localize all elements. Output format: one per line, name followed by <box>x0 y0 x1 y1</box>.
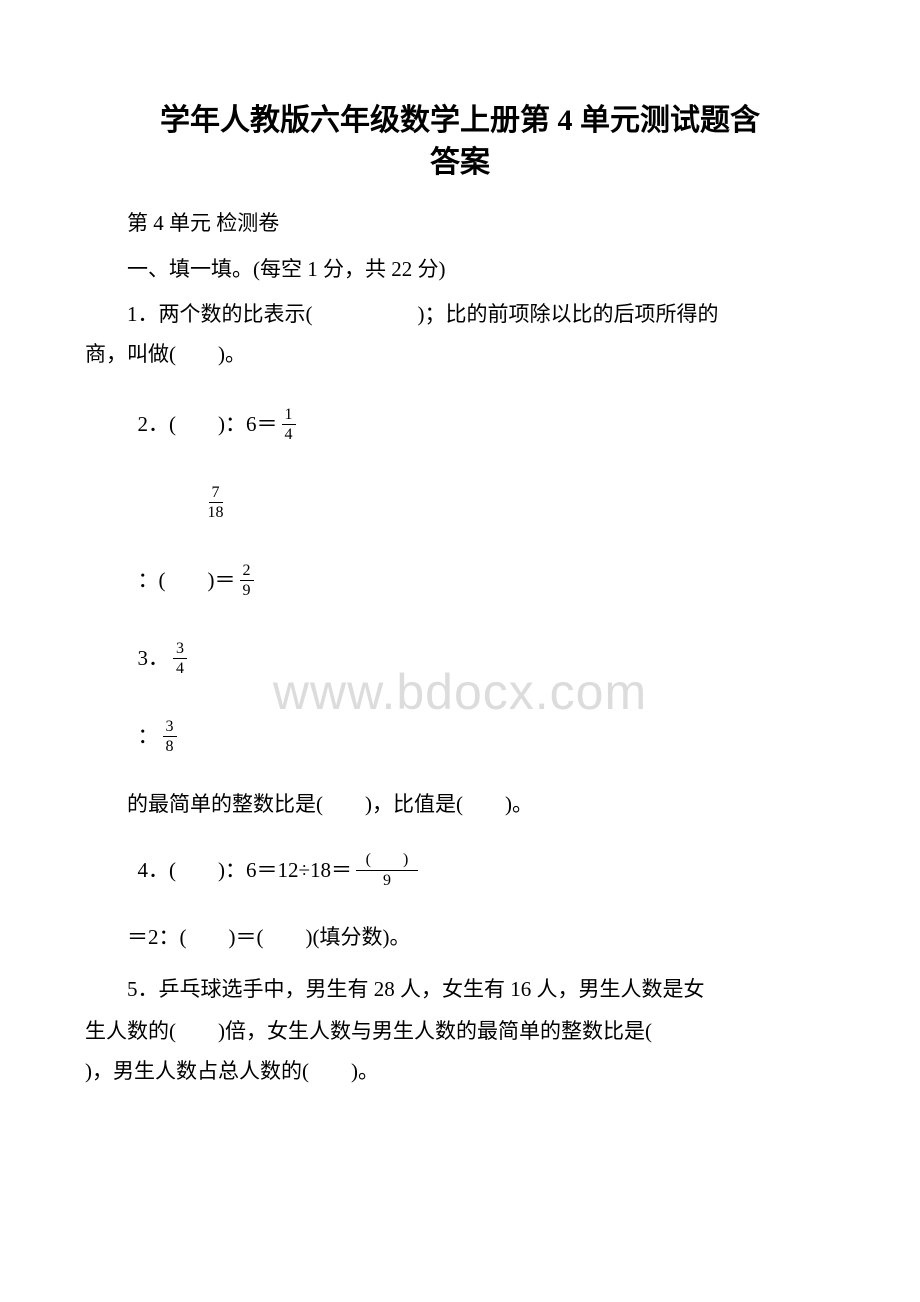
document-content: 学年人教版六年级数学上册第 4 单元测试题含 答案 第 4 单元 检测卷 一、填… <box>85 100 835 1089</box>
fraction-denominator: 9 <box>240 581 254 600</box>
document-title: 学年人教版六年级数学上册第 4 单元测试题含 答案 <box>85 100 835 184</box>
fraction-denominator: 4 <box>173 659 187 678</box>
fraction-denominator: 9 <box>356 871 418 890</box>
fraction-numerator: 1 <box>282 406 296 426</box>
fraction-numerator: 2 <box>240 562 254 582</box>
question-5-line-2: 生人数的( )倍，女生人数与男生人数的最简单的整数比是( <box>85 1014 835 1050</box>
question-3-text: 的最简单的整数比是( )，比值是( )。 <box>85 787 835 823</box>
question-3-colon: ： <box>138 719 159 755</box>
question-4-prefix: 4．( )：6＝12÷18＝ <box>138 853 353 889</box>
title-line-1: 学年人教版六年级数学上册第 4 单元测试题含 <box>160 104 760 137</box>
question-2-prefix: 2．( )：6＝ <box>138 407 278 443</box>
fraction-7-18: 7 18 <box>205 484 227 522</box>
question-2-mid-text: ：( )＝ <box>138 563 236 599</box>
section-1-heading: 一、填一填。(每空 1 分，共 22 分) <box>85 252 835 288</box>
fraction-3-8: 3 8 <box>163 718 177 756</box>
question-3-row-2: ： 3 8 <box>85 709 835 765</box>
question-5-line-1: 5．乒乓球选手中，男生有 28 人，女生有 16 人，男生人数是女 <box>85 972 835 1008</box>
question-4-line-2: ＝2：( )＝( )(填分数)。 <box>85 920 835 956</box>
fraction-denominator: 18 <box>205 503 227 522</box>
question-3-row-1: 3． 3 4 <box>85 631 835 687</box>
fraction-denominator: 4 <box>282 425 296 444</box>
question-3-prefix: 3． <box>138 641 170 677</box>
question-1-line-2: 商，叫做( )。 <box>85 337 835 373</box>
fraction-2-9: 2 9 <box>240 562 254 600</box>
fraction-denominator: 8 <box>163 737 177 756</box>
fraction-numerator: 3 <box>173 640 187 660</box>
question-2-row-3: ：( )＝ 2 9 <box>85 553 835 609</box>
fraction-1-4: 1 4 <box>282 406 296 444</box>
fraction-blank-9: ( ) 9 <box>356 851 418 889</box>
title-line-2: 答案 <box>430 146 490 179</box>
question-5-line-3: )，男生人数占总人数的( )。 <box>85 1054 835 1090</box>
question-1-line-1: 1．两个数的比表示( )；比的前项除以比的后项所得的 <box>85 297 835 333</box>
fraction-numerator: 3 <box>163 718 177 738</box>
question-2-row-1: 2．( )：6＝ 1 4 <box>85 397 835 453</box>
fraction-numerator: 7 <box>209 484 223 504</box>
question-4-row-1: 4．( )：6＝12÷18＝ ( ) 9 <box>85 842 835 898</box>
fraction-numerator: ( ) <box>356 851 418 871</box>
unit-subtitle: 第 4 单元 检测卷 <box>85 206 835 242</box>
fraction-3-4: 3 4 <box>173 640 187 678</box>
question-2-row-2: 7 18 <box>85 475 835 531</box>
